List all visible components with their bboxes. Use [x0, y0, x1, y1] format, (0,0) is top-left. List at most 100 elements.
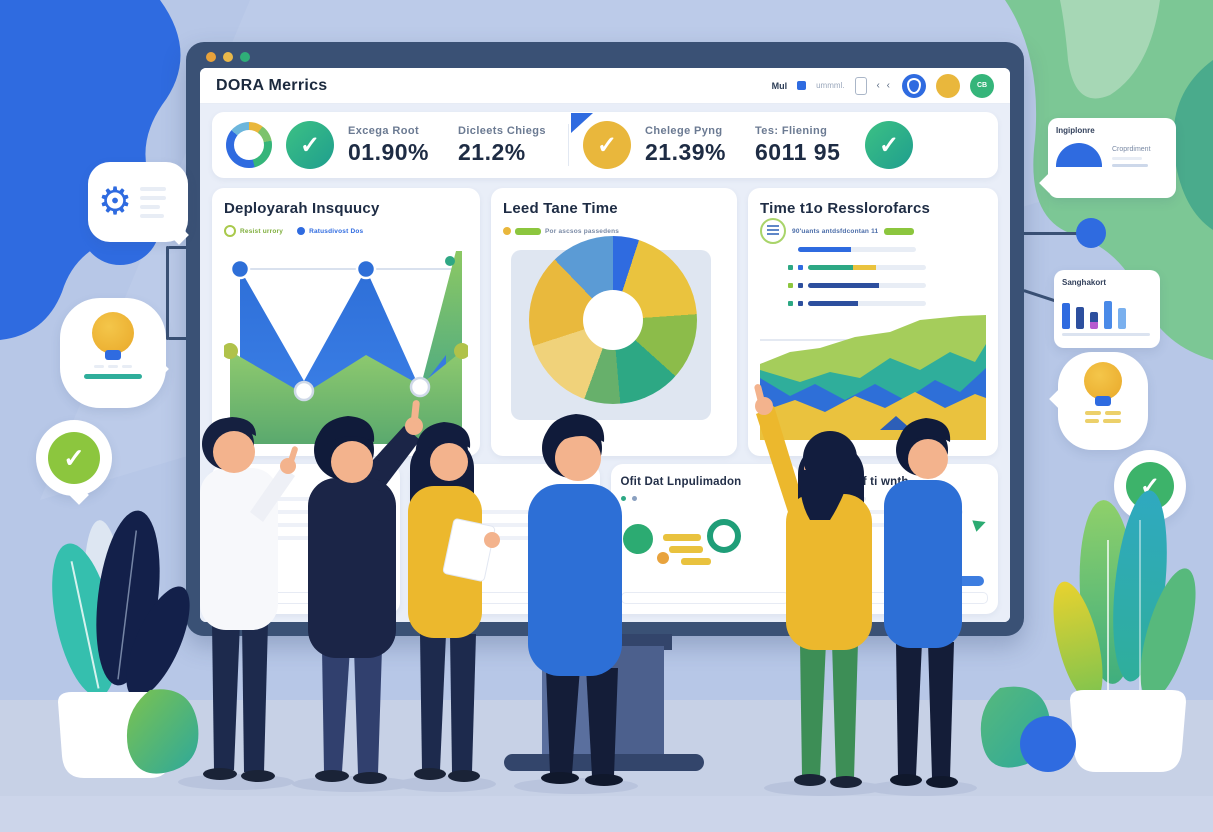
fan-chart-icon — [1056, 143, 1102, 167]
kpi-label: Chelege Pyng — [645, 124, 723, 137]
legend-label: Resist urrory — [240, 227, 284, 235]
brand-flag-icon — [797, 81, 807, 90]
check-icon: ✓ — [48, 432, 100, 484]
wire-left-top — [168, 246, 188, 249]
phone-icon[interactable] — [854, 76, 867, 95]
pie-hole — [583, 290, 643, 350]
wire-right-top — [1022, 232, 1080, 235]
legend-chip — [884, 227, 915, 235]
placeholder-input — [421, 592, 590, 604]
screen: DORA Merrics Mul ummml. ‹ ‹ CB ✓ Excega … — [200, 68, 1010, 622]
legend-chip — [515, 227, 541, 235]
side-card-subtext: Croprdiment — [1112, 146, 1151, 153]
window-dot-2[interactable] — [223, 52, 233, 62]
window-dot-1[interactable] — [206, 52, 216, 62]
card-title: Gedy — [421, 476, 451, 488]
teal-progress-bar — [84, 374, 142, 379]
list-icon — [760, 218, 786, 244]
kpi-divider — [568, 124, 569, 166]
card-ofit-dat: Ofit Dat Lnpulimadon — [610, 464, 799, 614]
card-onds: Onds o — [212, 464, 401, 614]
brand-text: Mul — [771, 80, 788, 91]
card-plderasf: Plderasf ti wnth — [809, 464, 998, 614]
yellow-bar — [662, 534, 701, 541]
gear-icon: ⚙ — [98, 181, 133, 223]
lightbulb-icon — [1084, 362, 1122, 400]
green-circle-widget — [622, 524, 653, 554]
lightbulb-icon — [92, 312, 134, 354]
lightbulb-base — [1095, 396, 1111, 406]
kpi-value: 21.39% — [645, 138, 727, 165]
shield-icon — [907, 77, 921, 94]
floor-lower — [0, 796, 1213, 832]
kpi-value: 01.90% — [348, 138, 430, 165]
progress-row — [788, 297, 986, 310]
panel-title: Deployarah Insquucy — [224, 200, 380, 217]
check-icon: ✓ — [865, 121, 913, 169]
gear-speech-bubble: ⚙ — [88, 162, 188, 242]
legend-dot-icon — [503, 227, 511, 235]
panel-lead-time: Leed Tane Time Por ascsos passedens — [491, 188, 737, 456]
kpi-metric: Tes: Fliening 6011 95 — [755, 125, 851, 166]
kpi-metric: Dicleets Chiegs 21.2% — [458, 125, 554, 166]
dashboard-content: ✓ Excega Root 01.90% Dicleets Chiegs 21.… — [200, 104, 1010, 622]
wire-left-bottom — [168, 337, 188, 340]
card-title: Onds o — [222, 476, 263, 488]
kpi-metric: Chelege Pyng 21.39% — [645, 125, 741, 166]
panel-deployment-frequency: Deployarah Insquucy Resist urrory Ratusd… — [212, 188, 480, 456]
avatar-green[interactable]: CB — [970, 73, 994, 98]
monitor-stand-base — [504, 754, 704, 771]
chevrons[interactable]: ‹ ‹ — [876, 80, 892, 91]
blue-blob — [0, 0, 181, 340]
progress-list — [788, 243, 986, 310]
chart-panels-row: Deployarah Insquucy Resist urrory Ratusd… — [212, 188, 998, 456]
kpi-label: Dicleets Chiegs — [458, 124, 546, 137]
check-bubble-right: ✓ — [1114, 450, 1186, 522]
card-title: Plderasf ti wnth — [819, 476, 909, 488]
blue-pill-button[interactable] — [954, 576, 984, 586]
brand-subtext: ummml. — [816, 81, 845, 90]
panel-legend: Resist urrory Ratusdivost Dos — [224, 223, 468, 239]
window-dot-3[interactable] — [240, 52, 250, 62]
legend-dot-icon — [297, 227, 306, 235]
light-green-blob — [1060, 0, 1160, 99]
legend-note: 90'uants antdsfdcontan 11 — [792, 227, 879, 235]
card-title: Ofit Dat Lnpulimadon — [620, 476, 742, 488]
area-line-chart — [222, 251, 470, 444]
panel-title: Leed Tane Time — [503, 200, 618, 217]
avatar-yellow[interactable] — [936, 73, 960, 98]
yellow-bar — [680, 558, 711, 565]
panel-title: Time t1o Resslorofarcs — [760, 200, 931, 217]
progress-row — [788, 279, 986, 292]
ring-widget — [706, 519, 741, 553]
card-ingiplonre: Ingiplonre Croprdiment — [1048, 118, 1176, 198]
panel-legend: Por ascsos passedens — [503, 223, 725, 239]
kpi-value: 6011 95 — [755, 138, 841, 165]
check-icon: ✓ — [1126, 462, 1174, 510]
card-sanghakort: Sanghakort — [1054, 270, 1160, 348]
kpi-check-flag: ✓ — [571, 113, 631, 169]
progress-row — [788, 261, 986, 274]
card-gedy: Gedy — [411, 464, 600, 614]
yellow-bar — [668, 546, 703, 553]
check-bubble-left: ✓ — [36, 420, 112, 496]
teal-blob — [1173, 60, 1213, 230]
legend-label: Por ascsos passedens — [545, 227, 620, 235]
avatar-shield[interactable] — [902, 73, 926, 98]
lightbulb-bubble-left — [60, 298, 166, 408]
window-titlebar — [206, 52, 250, 66]
kpi-strip: ✓ Excega Root 01.90% Dicleets Chiegs 21.… — [212, 112, 998, 178]
lightbulb-bubble-right — [1058, 352, 1148, 450]
legend-ring-icon — [224, 225, 236, 237]
lightbulb-base — [105, 350, 121, 360]
kpi-label: Tes: Fliening — [755, 124, 828, 137]
kpi-label: Excega Root — [348, 124, 420, 137]
kpi-value: 21.2% — [458, 138, 526, 165]
progress-row — [788, 243, 986, 256]
stacked-area-chart — [760, 315, 986, 440]
send-icon — [972, 516, 988, 532]
wire-left-vertical — [166, 246, 169, 340]
kpi-donut-icon — [226, 122, 272, 168]
app-header: DORA Merrics Mul ummml. ‹ ‹ CB — [200, 68, 1010, 104]
